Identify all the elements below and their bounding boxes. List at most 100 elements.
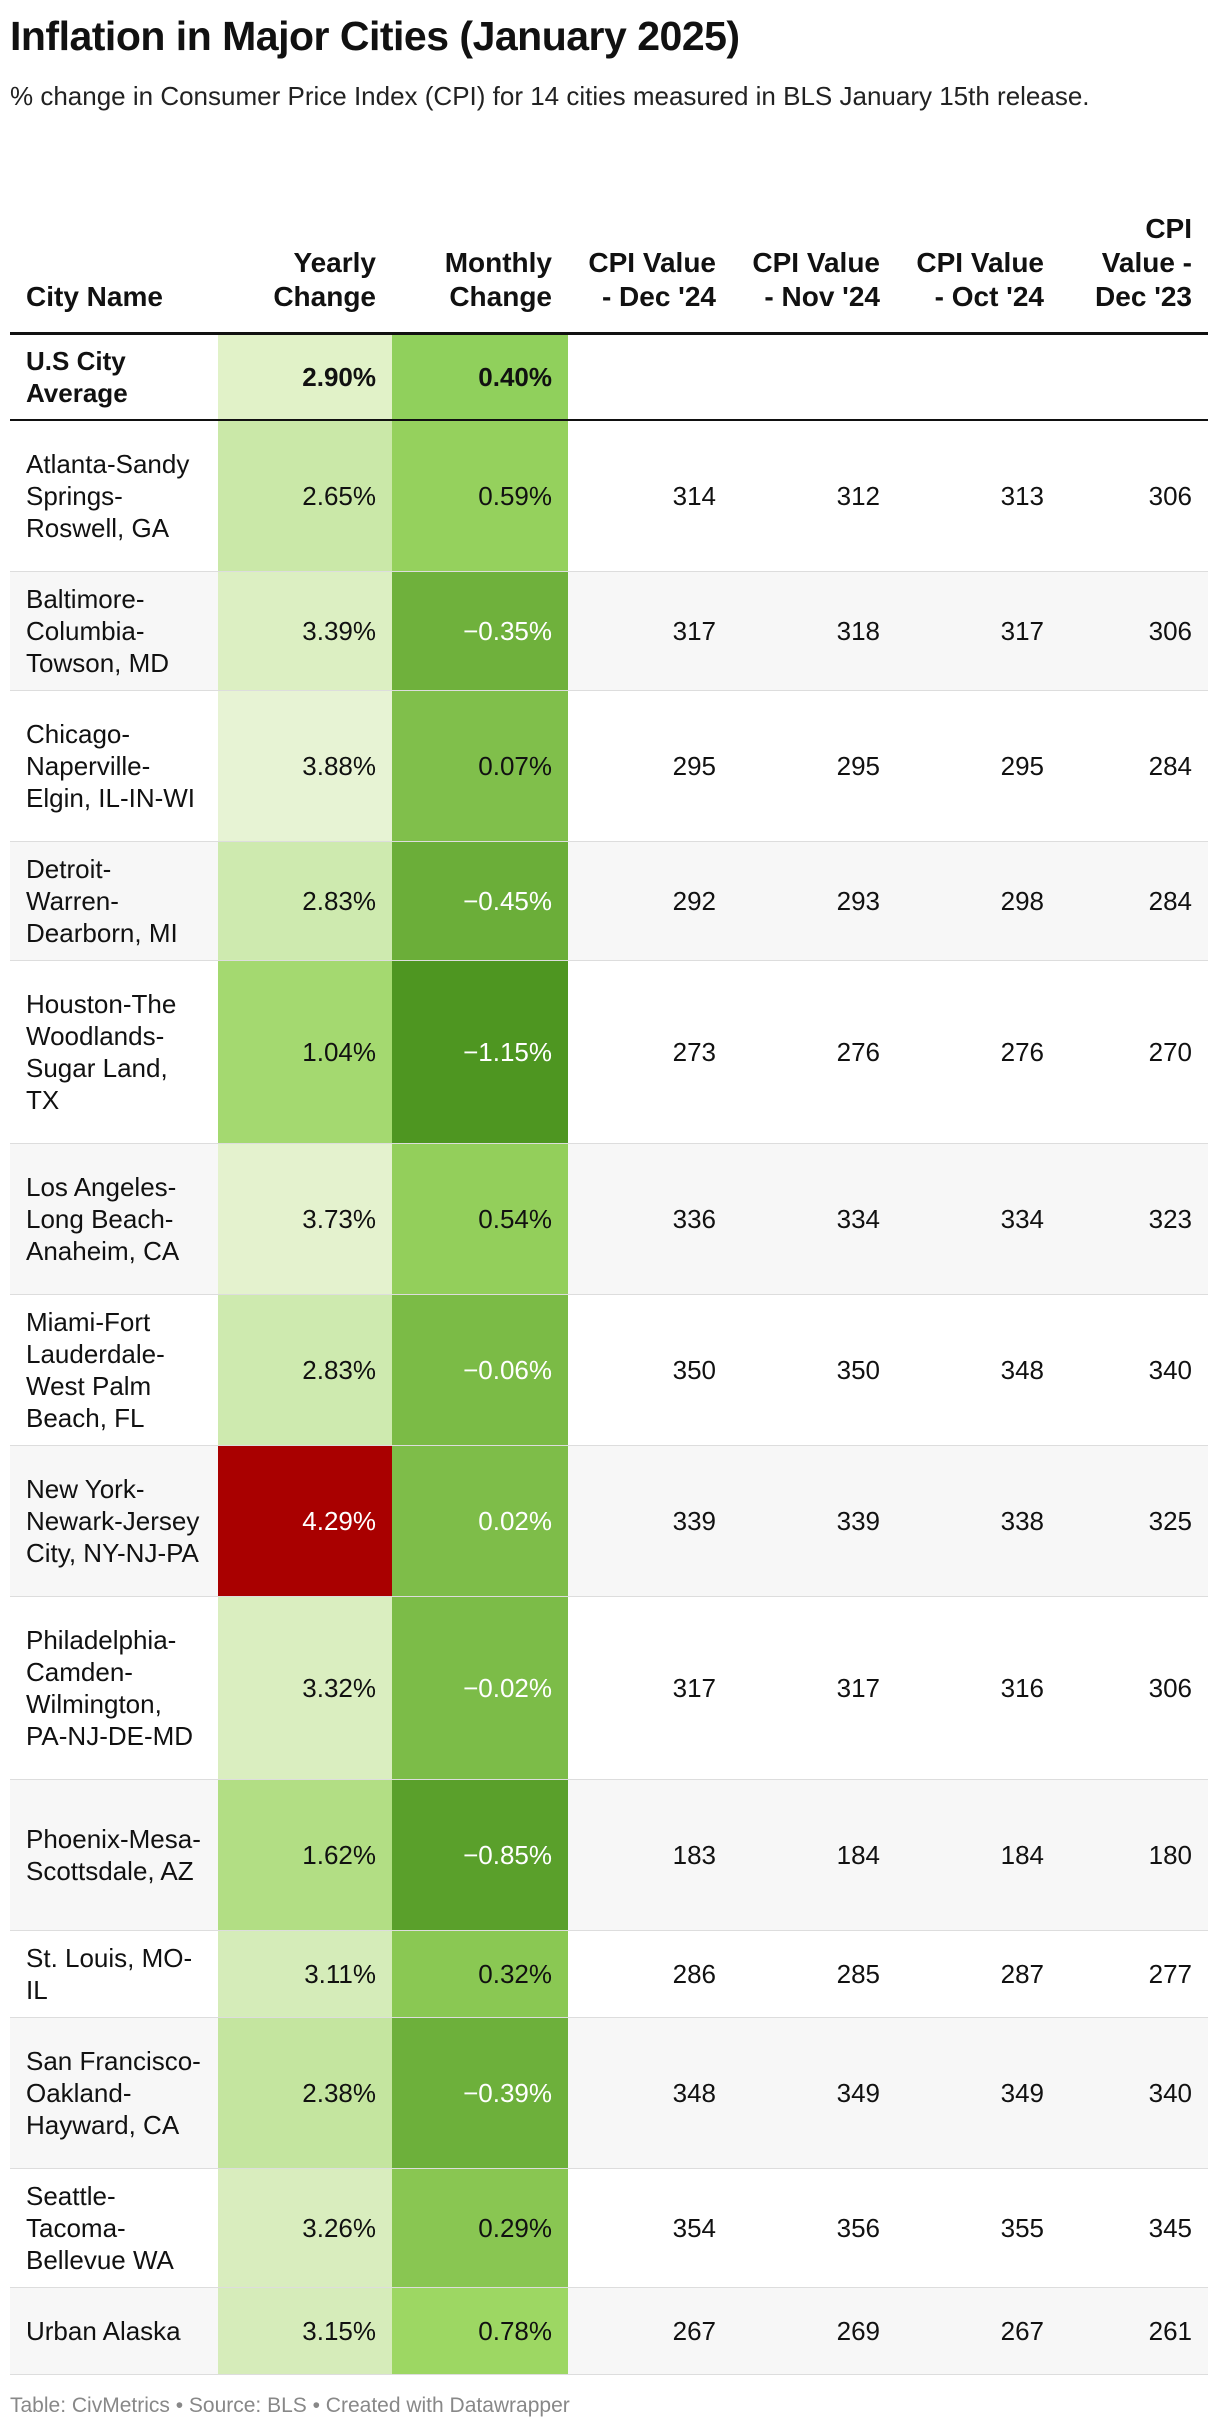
column-header-cpi-oct-24: CPI Value - Oct '24 — [896, 162, 1060, 335]
cell-cpi-nov-24: 334 — [732, 1143, 896, 1295]
cell-cpi-oct-24: 267 — [896, 2287, 1060, 2375]
cell-cpi-dec-24: 273 — [568, 960, 732, 1144]
cell-cpi-dec-23: 284 — [1060, 690, 1208, 842]
cell-monthly-change: −0.06% — [392, 1294, 568, 1446]
table-row: Phoenix-Mesa-Scottsdale, AZ 1.62% −0.85% 18… — [10, 1779, 1208, 1931]
table-body: U.S City Average 2.90% 0.40% Atlanta-Sandy … — [10, 333, 1208, 2375]
cell-cpi-dec-23: 340 — [1060, 2017, 1208, 2169]
cell-yearly-change: 3.32% — [218, 1596, 392, 1780]
cell-cpi-nov-24: 295 — [732, 690, 896, 842]
cell-cpi-dec-23: 284 — [1060, 841, 1208, 961]
table-row: Miami-Fort Lauderdale-West Palm Beach, F… — [10, 1294, 1208, 1446]
cell-cpi-dec-24: 292 — [568, 841, 732, 961]
cell-cpi-dec-24 — [568, 333, 732, 421]
cell-cpi-oct-24: 276 — [896, 960, 1060, 1144]
cell-cpi-oct-24: 355 — [896, 2168, 1060, 2288]
cell-yearly-change: 2.90% — [218, 333, 392, 421]
cell-cpi-nov-24: 269 — [732, 2287, 896, 2375]
cell-monthly-change: −1.15% — [392, 960, 568, 1144]
cell-cpi-nov-24: 285 — [732, 1930, 896, 2018]
cell-city-name: San Francisco-Oakland-Hayward, CA — [10, 2017, 218, 2169]
column-header-cpi-dec-23: CPI Value - Dec '23 — [1060, 162, 1208, 335]
table-row: New York-Newark-Jersey City, NY-NJ-PA 4.2… — [10, 1445, 1208, 1597]
cell-yearly-change: 3.26% — [218, 2168, 392, 2288]
cell-cpi-dec-24: 336 — [568, 1143, 732, 1295]
cell-cpi-dec-23: 306 — [1060, 420, 1208, 572]
cell-city-name: Los Angeles-Long Beach-Anaheim, CA — [10, 1143, 218, 1295]
column-header-monthly-change: Monthly Change — [392, 162, 568, 335]
chart-subtitle: % change in Consumer Price Index (CPI) f… — [10, 81, 1090, 111]
cell-cpi-oct-24: 184 — [896, 1779, 1060, 1931]
cell-city-name: Baltimore-Columbia-Towson, MD — [10, 571, 218, 691]
cell-cpi-dec-23: 306 — [1060, 1596, 1208, 1780]
cell-cpi-oct-24: 334 — [896, 1143, 1060, 1295]
cell-cpi-nov-24: 317 — [732, 1596, 896, 1780]
cell-cpi-nov-24: 356 — [732, 2168, 896, 2288]
cell-monthly-change: 0.59% — [392, 420, 568, 572]
cell-city-name: Chicago-Naperville-Elgin, IL-IN-WI — [10, 690, 218, 842]
cell-city-name: New York-Newark-Jersey City, NY-NJ-PA — [10, 1445, 218, 1597]
cell-yearly-change: 2.83% — [218, 841, 392, 961]
cell-yearly-change: 4.29% — [218, 1445, 392, 1597]
cell-cpi-dec-24: 314 — [568, 420, 732, 572]
table-row: St. Louis, MO-IL 3.11% 0.32% 286 285 287 277 — [10, 1930, 1208, 2018]
cell-yearly-change: 3.11% — [218, 1930, 392, 2018]
table-row: Houston-The Woodlands-Sugar Land, TX 1.04… — [10, 960, 1208, 1144]
cell-monthly-change: −0.35% — [392, 571, 568, 691]
column-header-yearly-change: Yearly Change — [218, 162, 392, 335]
header-row: City Name Yearly Change Monthly Change CPI … — [10, 162, 1208, 335]
cell-cpi-dec-23: 325 — [1060, 1445, 1208, 1597]
cell-cpi-nov-24: 318 — [732, 571, 896, 691]
cell-cpi-dec-24: 317 — [568, 571, 732, 691]
cell-monthly-change: 0.32% — [392, 1930, 568, 2018]
cell-cpi-dec-24: 354 — [568, 2168, 732, 2288]
cell-yearly-change: 3.15% — [218, 2287, 392, 2375]
cell-city-name: Detroit-Warren-Dearborn, MI — [10, 841, 218, 961]
cell-cpi-nov-24: 339 — [732, 1445, 896, 1597]
table-row: Urban Alaska 3.15% 0.78% 267 269 267 261 — [10, 2287, 1208, 2375]
table-row: Philadelphia-Camden-Wilmington, PA-NJ-DE… — [10, 1596, 1208, 1780]
cell-cpi-oct-24: 349 — [896, 2017, 1060, 2169]
column-header-cpi-dec-24: CPI Value - Dec '24 — [568, 162, 732, 335]
cell-city-name: Urban Alaska — [10, 2287, 218, 2375]
cell-monthly-change: 0.78% — [392, 2287, 568, 2375]
cell-cpi-dec-23 — [1060, 333, 1208, 421]
cell-cpi-dec-24: 350 — [568, 1294, 732, 1446]
cell-yearly-change: 1.04% — [218, 960, 392, 1144]
cell-cpi-dec-23: 340 — [1060, 1294, 1208, 1446]
cell-cpi-dec-23: 277 — [1060, 1930, 1208, 2018]
cell-cpi-dec-24: 295 — [568, 690, 732, 842]
cell-city-name: Philadelphia-Camden-Wilmington, PA-NJ-DE… — [10, 1596, 218, 1780]
cell-cpi-oct-24: 287 — [896, 1930, 1060, 2018]
cell-city-name: Houston-The Woodlands-Sugar Land, TX — [10, 960, 218, 1144]
column-header-cpi-nov-24: CPI Value - Nov '24 — [732, 162, 896, 335]
cell-cpi-dec-23: 261 — [1060, 2287, 1208, 2375]
cell-yearly-change: 2.38% — [218, 2017, 392, 2169]
cell-cpi-dec-24: 348 — [568, 2017, 732, 2169]
cell-cpi-nov-24: 293 — [732, 841, 896, 961]
cell-monthly-change: −0.39% — [392, 2017, 568, 2169]
cell-cpi-nov-24: 184 — [732, 1779, 896, 1931]
cell-yearly-change: 3.88% — [218, 690, 392, 842]
cell-cpi-oct-24: 316 — [896, 1596, 1060, 1780]
cell-cpi-dec-23: 306 — [1060, 571, 1208, 691]
cell-cpi-dec-24: 317 — [568, 1596, 732, 1780]
cell-monthly-change: 0.29% — [392, 2168, 568, 2288]
cell-yearly-change: 1.62% — [218, 1779, 392, 1931]
cell-yearly-change: 2.65% — [218, 420, 392, 572]
cell-cpi-dec-24: 183 — [568, 1779, 732, 1931]
cpi-table: City Name Yearly Change Monthly Change CPI … — [10, 162, 1208, 2375]
cell-city-name: Seattle-Tacoma-Bellevue WA — [10, 2168, 218, 2288]
cell-yearly-change: 2.83% — [218, 1294, 392, 1446]
cell-cpi-nov-24: 350 — [732, 1294, 896, 1446]
cell-city-name: U.S City Average — [10, 333, 218, 421]
table-row: Los Angeles-Long Beach-Anaheim, CA 3.73% 0… — [10, 1143, 1208, 1295]
average-row: U.S City Average 2.90% 0.40% — [10, 333, 1208, 421]
cell-monthly-change: 0.40% — [392, 333, 568, 421]
cell-cpi-oct-24: 338 — [896, 1445, 1060, 1597]
chart-title: Inflation in Major Cities (January 2025) — [10, 13, 740, 59]
cell-cpi-dec-23: 270 — [1060, 960, 1208, 1144]
cell-cpi-dec-24: 286 — [568, 1930, 732, 2018]
chart-footer: Table: CivMetrics • Source: BLS • Create… — [10, 2394, 570, 2417]
cell-city-name: St. Louis, MO-IL — [10, 1930, 218, 2018]
